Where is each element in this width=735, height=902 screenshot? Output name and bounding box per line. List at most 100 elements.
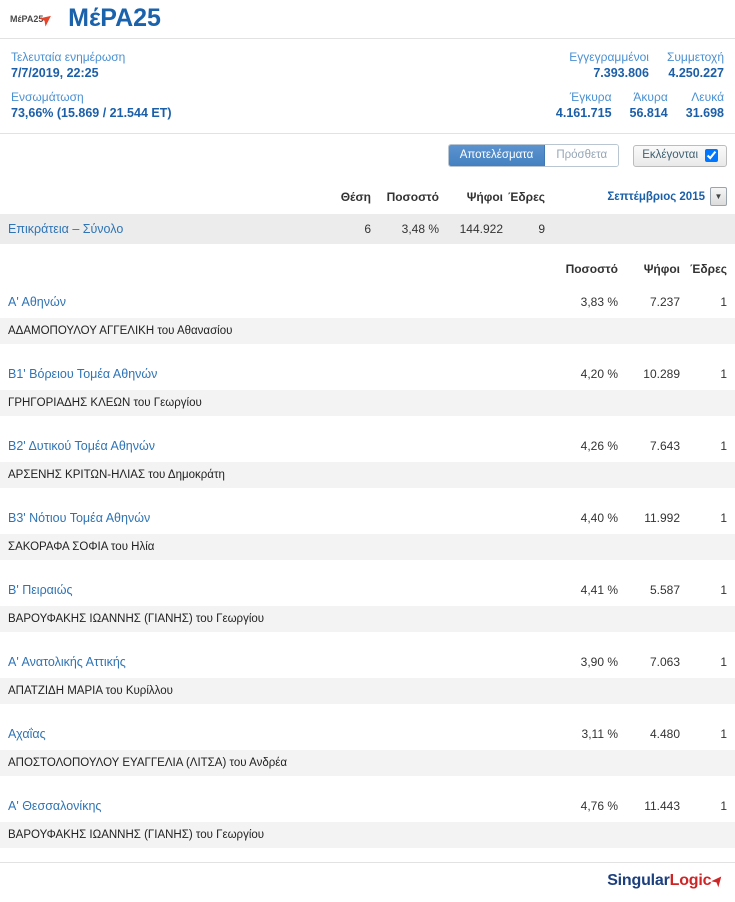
stat-integration: Ενσωμάτωση 73,66% (15.869 / 21.544 ΕΤ) [11,89,172,122]
stat-valid: Έγκυρα 4.161.715 [556,89,612,122]
col-header-seats: Έδρες [508,189,545,204]
dropdown-arrow-icon[interactable]: ▼ [710,187,727,207]
district-percent: 4,20 % [580,367,618,382]
district-group: Β2' Δυτικού Τομέα Αθηνών 4,26 % 7.643 1 … [0,430,735,489]
logo-arrow-icon: ➤ [36,8,56,29]
district-votes: 10.289 [643,367,680,382]
district-group: Β' Πειραιώς 4,41 % 5.587 1 ΒΑΡΟΥΦΑΚΗΣ ΙΩ… [0,574,735,633]
district-name-cell: Β' Πειραιώς [8,583,548,597]
district-row: Αχαΐας 3,11 % 4.480 1 [0,718,735,750]
district-votes: 11.992 [644,511,680,526]
district-name-cell: Α' Θεσσαλονίκης [8,799,548,813]
stat-value: 4.161.715 [555,106,612,121]
brand-part-2: Logic [669,872,712,890]
district-seats: 1 [720,655,727,670]
district-name-cell: Αχαΐας [8,727,548,741]
district-group: Αχαΐας 3,11 % 4.480 1 ΑΠΟΣΤΟΛΟΠΟΥΛΟΥ ΕΥΑ… [0,718,735,777]
district-votes: 11.443 [644,799,680,814]
col-header-votes: Ψήφοι [466,189,503,204]
district-percent: 4,26 % [580,439,618,454]
summary-total-position: 6 [364,222,371,237]
page-footer: SingularLogic➤ [0,862,735,902]
col-header-position: Θέση [340,189,371,204]
district-link[interactable]: Α' Ανατολικής Αττικής [8,655,126,670]
stat-invalid: Άκυρα 56.814 [630,89,668,122]
district-seats: 1 [720,511,727,526]
candidate-row: ΓΡΗΓΟΡΙΑΔΗΣ ΚΛΕΩΝ του Γεωργίου [0,390,735,417]
district-link[interactable]: Β3' Νότιου Τομέα Αθηνών [8,511,151,526]
candidate-name: ΑΡΣΕΝΗΣ ΚΡΙΤΩΝ-ΗΛΙΑΣ του Δημοκράτη [8,469,225,482]
district-row: Α' Θεσσαλονίκης 4,76 % 11.443 1 [0,790,735,822]
district-row: Β1' Βόρειου Τομέα Αθηνών 4,20 % 10.289 1 [0,358,735,390]
candidate-row: ΑΔΑΜΟΠΟΥΛΟΥ ΑΓΓΕΛΙΚΗ του Αθανασίου [0,318,735,345]
summary-total-row: Επικράτεια – Σύνολο 6 3,48 % 144.922 9 [0,214,735,245]
candidate-row: ΑΠΑΤΖΙΔΗ ΜΑΡΙΑ του Κυρίλλου [0,678,735,705]
summary-table: Θέση Ποσοστό Ψήφοι Έδρες Σεπτέμβριος 201… [0,175,735,245]
district-link[interactable]: Β1' Βόρειου Τομέα Αθηνών [8,367,158,382]
district-percent: 3,11 % [581,727,618,742]
stat-value: 4.250.227 [668,66,724,81]
districts-table: Ποσοστό Ψήφοι Έδρες Α' Αθηνών 3,83 % 7.2… [0,244,735,862]
district-percent: 4,41 % [580,583,618,598]
mera25-logo-text: MέPA25 [10,13,44,24]
candidate-name: ΑΠΑΤΖΙΔΗ ΜΑΡΙΑ του Κυρίλλου [8,685,173,698]
stats-right-group-1: Εγγεγραμμένοι 7.393.806 Συμμετοχή 4.250.… [569,49,724,82]
district-link[interactable]: Α' Αθηνών [8,295,67,310]
district-row: Α' Ανατολικής Αττικής 3,90 % 7.063 1 [0,646,735,678]
tab-additional[interactable]: Πρόσθετα [545,145,619,167]
district-row: Α' Αθηνών 3,83 % 7.237 1 [0,286,735,318]
district-percent: 3,83 % [580,295,618,310]
summary-total-votes: 144.922 [459,222,503,237]
candidate-row: ΒΑΡΟΥΦΑΚΗΣ ΙΩΑΝΝΗΣ (ΓΙΑΝΗΣ) του Γεωργίου [0,606,735,633]
stat-label: Συμμετοχή [666,50,724,64]
candidate-name: ΑΔΑΜΟΠΟΥΛΟΥ ΑΓΓΕΛΙΚΗ του Αθανασίου [8,325,233,338]
district-votes: 7.237 [649,295,680,310]
stat-label: Έγκυρα [569,90,612,105]
period-select[interactable]: Σεπτέμβριος 2015 ▼ [607,187,727,207]
candidate-row: ΒΑΡΟΥΦΑΚΗΣ ΙΩΑΝΝΗΣ (ΓΙΑΝΗΣ) του Γεωργίου [0,822,735,849]
districts-header-spacer [8,262,548,276]
summary-total-name-cell: Επικράτεια – Σύνολο [0,222,335,236]
district-link[interactable]: Αχαΐας [8,727,46,742]
brand-part-1: Singular [607,872,670,890]
stats-row-2: Ενσωμάτωση 73,66% (15.869 / 21.544 ΕΤ) Έ… [11,89,724,122]
stat-turnout: Συμμετοχή 4.250.227 [667,49,724,82]
district-group: Β1' Βόρειου Τομέα Αθηνών 4,20 % 10.289 1… [0,358,735,417]
summary-total-percent: 3,48 % [401,222,439,237]
district-group: Α' Ανατολικής Αττικής 3,90 % 7.063 1 ΑΠΑ… [0,646,735,705]
brand-swoosh-icon: ➤ [708,871,727,890]
summary-header-row: Θέση Ποσοστό Ψήφοι Έδρες Σεπτέμβριος 201… [0,175,735,214]
candidate-row: ΑΠΟΣΤΟΛΟΠΟΥΛΟΥ ΕΥΑΓΓΕΛΙΑ (ΛΙΤΣΑ) του Ανδ… [0,750,735,777]
district-group: Α' Θεσσαλονίκης 4,76 % 11.443 1 ΒΑΡΟΥΦΑΚ… [0,790,735,849]
district-name-cell: Β3' Νότιου Τομέα Αθηνών [8,511,548,525]
stat-label: Εγγεγραμμένοι [569,50,649,64]
districts-header-row: Ποσοστό Ψήφοι Έδρες [0,244,735,286]
district-seats: 1 [720,583,727,598]
elected-toggle[interactable]: Εκλέγονται [633,144,727,167]
controls-row: Αποτελέσματα Πρόσθετα Εκλέγονται [0,134,735,175]
elected-checkbox[interactable] [705,148,718,162]
period-select-cell: Σεπτέμβριος 2015 ▼ [545,187,727,207]
elected-label: Εκλέγονται [642,149,698,162]
district-link[interactable]: Β' Πειραιώς [8,583,73,598]
stat-blank: Λευκά 31.698 [686,89,724,122]
stat-label: Ενσωμάτωση [11,90,84,105]
district-votes: 5.587 [649,583,680,598]
stats-right-group-2: Έγκυρα 4.161.715 Άκυρα 56.814 Λευκά 31.6… [556,89,724,122]
period-select-value: Σεπτέμβριος 2015 [607,190,705,203]
district-seats: 1 [720,727,727,742]
district-name-cell: Α' Ανατολικής Αττικής [8,655,548,669]
district-link[interactable]: Α' Θεσσαλονίκης [8,799,102,814]
district-link[interactable]: Β2' Δυτικού Τομέα Αθηνών [8,439,155,454]
stats-row-1: Τελευταία ενημέρωση 7/7/2019, 22:25 Εγγε… [11,49,724,82]
top-bar: MέPA25 ➤ ΜέΡΑ25 [0,0,735,39]
district-percent: 4,76 % [580,799,618,814]
stats-panel: Τελευταία ενημέρωση 7/7/2019, 22:25 Εγγε… [0,39,735,135]
col-header-percent: Ποσοστό [565,262,618,277]
col-header-percent: Ποσοστό [386,189,439,204]
district-name-cell: Α' Αθηνών [8,295,548,309]
stat-value: 31.698 [685,106,724,121]
territory-total-link[interactable]: Επικράτεια – Σύνολο [8,222,124,237]
tab-results[interactable]: Αποτελέσματα [448,145,546,167]
